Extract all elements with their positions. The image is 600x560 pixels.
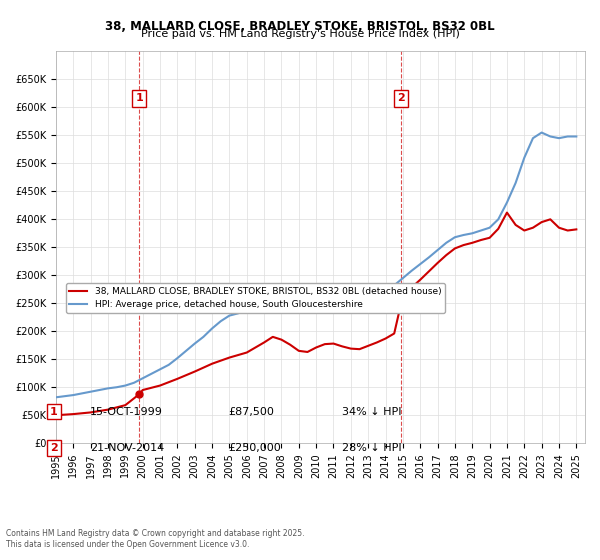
Text: 34% ↓ HPI: 34% ↓ HPI [342,407,401,417]
Text: £87,500: £87,500 [228,407,274,417]
Text: Price paid vs. HM Land Registry's House Price Index (HPI): Price paid vs. HM Land Registry's House … [140,29,460,39]
Text: 2: 2 [397,94,405,104]
Text: 1: 1 [50,407,58,417]
Text: 1: 1 [136,94,143,104]
Legend: 38, MALLARD CLOSE, BRADLEY STOKE, BRISTOL, BS32 0BL (detached house), HPI: Avera: 38, MALLARD CLOSE, BRADLEY STOKE, BRISTO… [66,283,445,313]
Text: 21-NOV-2014: 21-NOV-2014 [90,443,164,453]
Text: 15-OCT-1999: 15-OCT-1999 [90,407,163,417]
Text: 28% ↓ HPI: 28% ↓ HPI [342,443,401,453]
Text: £250,000: £250,000 [228,443,281,453]
Text: Contains HM Land Registry data © Crown copyright and database right 2025.
This d: Contains HM Land Registry data © Crown c… [6,529,305,549]
Text: 2: 2 [50,443,58,453]
Text: 38, MALLARD CLOSE, BRADLEY STOKE, BRISTOL, BS32 0BL: 38, MALLARD CLOSE, BRADLEY STOKE, BRISTO… [105,20,495,32]
